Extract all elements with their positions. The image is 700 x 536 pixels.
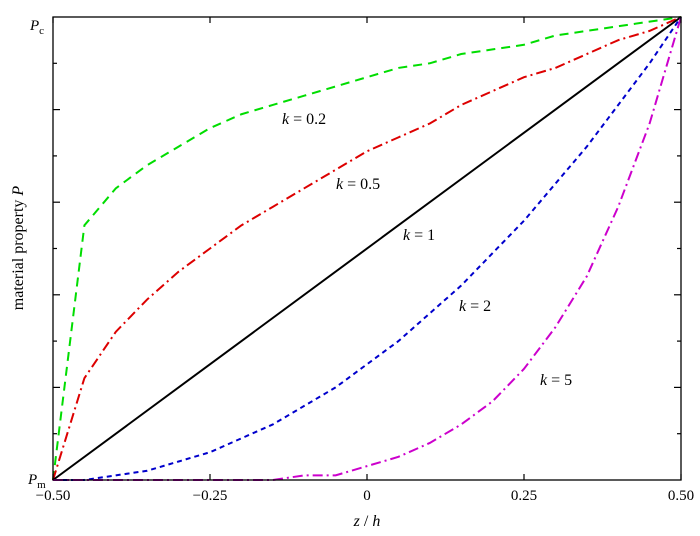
series-label-k-2: k = 2 — [459, 298, 491, 315]
x-tick-label: −0.25 — [193, 488, 228, 504]
y-tick-label-bottom: Pm — [27, 472, 46, 491]
series-line-k-0_5 — [52, 16, 682, 481]
series-label-k-1: k = 1 — [403, 227, 435, 244]
x-tick-label: 0.25 — [511, 488, 537, 504]
y-axis-title: material property P — [10, 186, 27, 311]
curves-layer — [52, 16, 682, 481]
x-tick-label: 0.50 — [668, 488, 694, 504]
series-label-k-5: k = 5 — [540, 372, 572, 389]
series-line-k-0_2 — [52, 16, 682, 481]
labels-layer: k = 0.2 k = 0.5 k = 1 k = 2 k = 5 — [282, 111, 572, 389]
series-label-k-0_2: k = 0.2 — [282, 111, 326, 128]
x-tick-label: 0 — [363, 488, 371, 504]
y-tick-label-top: Pc — [29, 18, 44, 37]
series-label-k-0_5: k = 0.5 — [336, 176, 380, 193]
series-line-k-1 — [52, 16, 682, 481]
series-line-k-2 — [53, 16, 682, 481]
ticks-layer: −0.50 −0.25 0 0.25 0.50 — [36, 17, 694, 504]
x-tick-label: −0.50 — [36, 488, 71, 504]
x-axis-title: z / h — [353, 513, 381, 530]
